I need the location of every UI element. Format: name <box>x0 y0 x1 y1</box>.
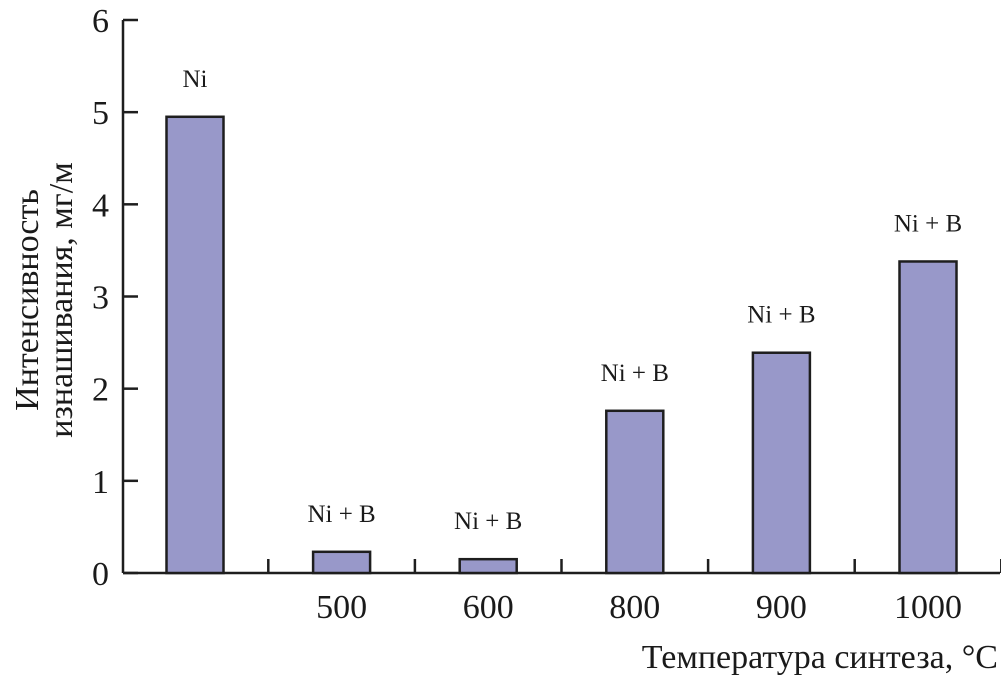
bar <box>165 115 225 575</box>
bar <box>898 260 958 575</box>
x-tick-label: 900 <box>756 589 807 626</box>
x-tick-label: 600 <box>463 589 514 626</box>
bar-label: Ni + B <box>747 302 815 329</box>
x-tick-label: 1000 <box>894 589 962 626</box>
bar <box>311 550 372 575</box>
bar-label: Ni + B <box>601 360 669 387</box>
bar-label: Ni <box>183 66 208 93</box>
bar-label: Ni + B <box>894 210 962 237</box>
bar <box>751 351 812 575</box>
bar-label: Ni + B <box>454 508 522 535</box>
y-tick-label: 2 <box>92 372 109 409</box>
x-tick-label: 500 <box>316 589 367 626</box>
bar <box>458 557 518 575</box>
x-tick-label: 800 <box>609 589 660 626</box>
x-axis-label: Температура синтеза, °C <box>642 639 998 676</box>
y-axis-label-line2: изнашивания, мг/м <box>43 162 80 437</box>
y-tick-label: 6 <box>92 3 109 40</box>
y-tick-label: 0 <box>92 556 109 593</box>
y-axis-label-line1: Интенсивность <box>9 189 46 411</box>
bar-label: Ni + B <box>307 501 375 528</box>
y-tick-label: 5 <box>92 95 109 132</box>
bar <box>605 409 665 575</box>
y-tick-label: 4 <box>92 187 109 224</box>
y-tick-label: 1 <box>92 464 109 501</box>
y-tick-label: 3 <box>92 280 109 317</box>
